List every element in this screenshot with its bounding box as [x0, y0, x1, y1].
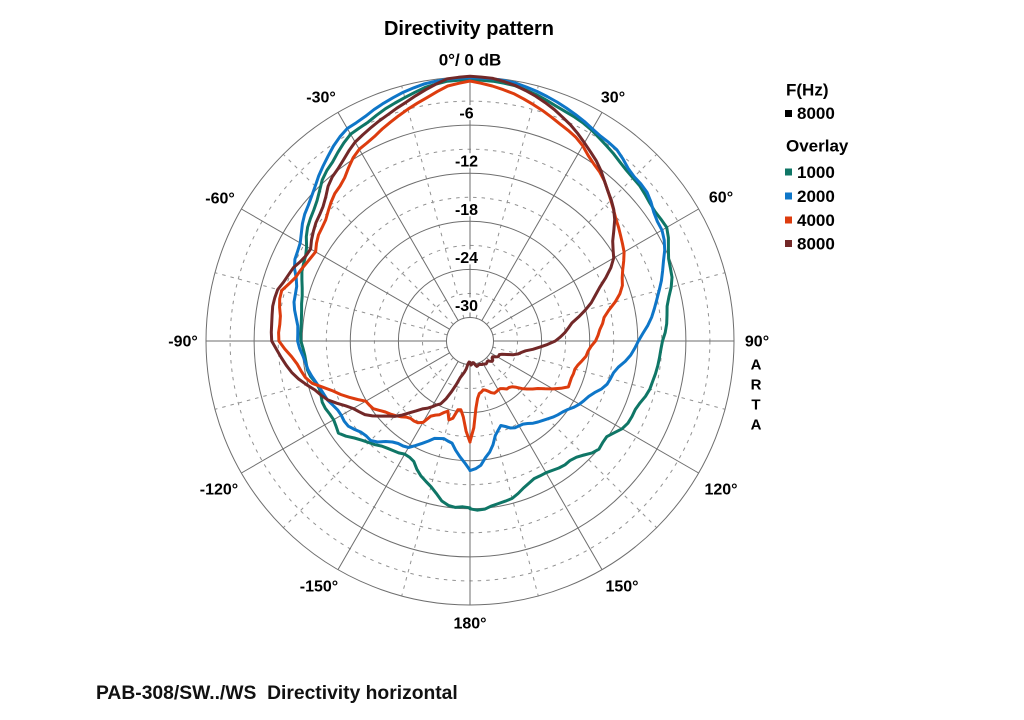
svg-text:120°: 120°: [704, 482, 737, 499]
svg-text:-12: -12: [455, 154, 478, 171]
svg-text:-24: -24: [455, 250, 478, 267]
svg-text:T: T: [751, 397, 760, 414]
svg-text:F(Hz): F(Hz): [786, 81, 828, 100]
svg-text:4000: 4000: [797, 211, 835, 230]
svg-text:-6: -6: [459, 106, 473, 123]
svg-text:8000: 8000: [797, 104, 835, 123]
svg-text:2000: 2000: [797, 187, 835, 206]
svg-text:150°: 150°: [605, 579, 638, 596]
svg-text:90°: 90°: [745, 334, 769, 351]
svg-text:-120°: -120°: [200, 482, 238, 499]
svg-text:A: A: [751, 417, 762, 434]
svg-text:PAB-308/SW../WS Directivity h: PAB-308/SW../WS Directivity horizontal: [96, 683, 458, 704]
svg-text:-30°: -30°: [306, 90, 336, 107]
svg-text:-30: -30: [455, 298, 478, 315]
svg-text:1000: 1000: [797, 163, 835, 182]
svg-text:30°: 30°: [601, 90, 625, 107]
svg-text:-18: -18: [455, 202, 478, 219]
svg-text:R: R: [751, 377, 762, 394]
svg-text:Directivity pattern: Directivity pattern: [384, 18, 554, 40]
svg-text:0°/ 0 dB: 0°/ 0 dB: [439, 51, 502, 70]
svg-text:-60°: -60°: [205, 191, 235, 208]
svg-text:60°: 60°: [709, 190, 733, 207]
svg-text:A: A: [751, 357, 762, 374]
svg-text:-150°: -150°: [300, 579, 338, 596]
svg-text:-90°: -90°: [168, 334, 198, 351]
svg-text:Overlay: Overlay: [786, 137, 849, 156]
svg-text:8000: 8000: [797, 235, 835, 254]
svg-text:180°: 180°: [453, 616, 486, 633]
